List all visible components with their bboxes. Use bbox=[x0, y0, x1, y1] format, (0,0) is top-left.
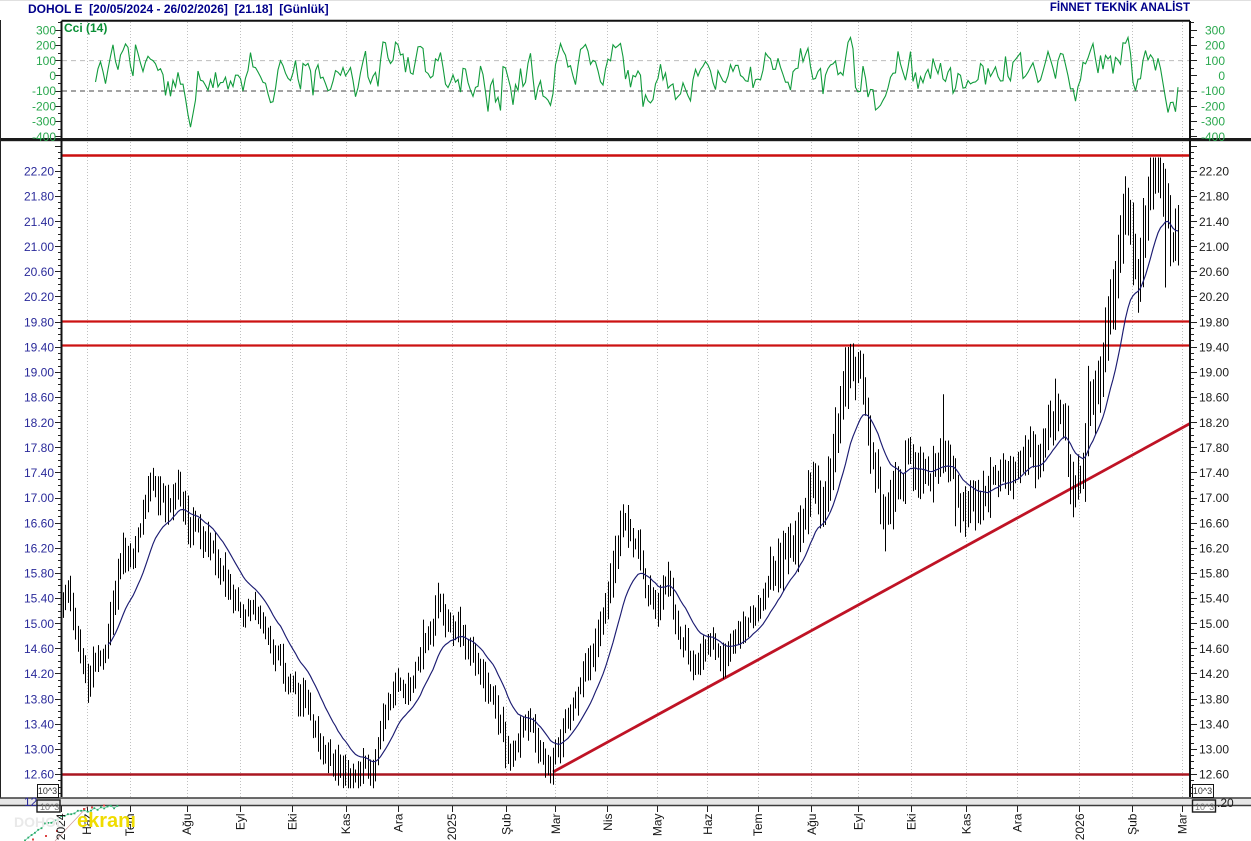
svg-text:12.60: 12.60 bbox=[24, 768, 54, 782]
svg-text:19.40: 19.40 bbox=[24, 340, 54, 354]
svg-text:Tem: Tem bbox=[751, 813, 765, 836]
svg-text:13.40: 13.40 bbox=[1199, 717, 1229, 731]
svg-text:200: 200 bbox=[36, 39, 56, 53]
svg-text:Eyl: Eyl bbox=[234, 814, 248, 831]
svg-text:Eyl: Eyl bbox=[852, 814, 866, 831]
svg-text:Ağu: Ağu bbox=[180, 814, 194, 835]
svg-text:-400: -400 bbox=[1201, 130, 1225, 144]
svg-text:15.40: 15.40 bbox=[1199, 592, 1229, 606]
svg-text:Ara: Ara bbox=[1010, 813, 1024, 832]
svg-text:17.00: 17.00 bbox=[1199, 491, 1229, 505]
svg-text:21.80: 21.80 bbox=[24, 190, 54, 204]
svg-text:21.40: 21.40 bbox=[1199, 215, 1229, 229]
svg-text:13.00: 13.00 bbox=[24, 743, 54, 757]
svg-text:-100: -100 bbox=[32, 84, 56, 98]
svg-text:13.00: 13.00 bbox=[1199, 743, 1229, 757]
svg-text:21.80: 21.80 bbox=[1199, 190, 1229, 204]
svg-text:Mar: Mar bbox=[1175, 814, 1189, 835]
svg-text:Tem: Tem bbox=[123, 813, 137, 836]
svg-text:19.80: 19.80 bbox=[1199, 315, 1229, 329]
svg-text:21.40: 21.40 bbox=[24, 215, 54, 229]
svg-text:Şub: Şub bbox=[500, 813, 514, 835]
svg-text:-400: -400 bbox=[32, 130, 56, 144]
svg-text:22.20: 22.20 bbox=[1199, 165, 1229, 179]
svg-text:10^3: 10^3 bbox=[1195, 802, 1214, 812]
svg-text:16.60: 16.60 bbox=[24, 516, 54, 530]
svg-text:15.40: 15.40 bbox=[24, 592, 54, 606]
svg-text:20.60: 20.60 bbox=[24, 265, 54, 279]
svg-text:Mar: Mar bbox=[549, 814, 563, 835]
svg-text:14.20: 14.20 bbox=[24, 667, 54, 681]
svg-text:17.80: 17.80 bbox=[1199, 441, 1229, 455]
svg-text:18.20: 18.20 bbox=[24, 416, 54, 430]
svg-text:10^3: 10^3 bbox=[40, 802, 59, 812]
svg-text:21.00: 21.00 bbox=[24, 240, 54, 254]
svg-text:-100: -100 bbox=[1201, 84, 1225, 98]
svg-text:-200: -200 bbox=[32, 99, 56, 113]
svg-text:Kas: Kas bbox=[339, 814, 353, 835]
svg-text:20.60: 20.60 bbox=[1199, 265, 1229, 279]
svg-text:14.60: 14.60 bbox=[1199, 642, 1229, 656]
svg-text:-200: -200 bbox=[1201, 99, 1225, 113]
svg-text:.20: .20 bbox=[1217, 796, 1234, 810]
svg-text:19.40: 19.40 bbox=[1199, 340, 1229, 354]
svg-text:13.80: 13.80 bbox=[24, 692, 54, 706]
svg-text:12.60: 12.60 bbox=[1199, 768, 1229, 782]
svg-text:20.20: 20.20 bbox=[24, 290, 54, 304]
svg-text:18.20: 18.20 bbox=[1199, 416, 1229, 430]
svg-text:Ara: Ara bbox=[392, 813, 406, 832]
svg-text:Şub: Şub bbox=[1125, 813, 1139, 835]
svg-text:16.60: 16.60 bbox=[1199, 516, 1229, 530]
svg-text:19.00: 19.00 bbox=[1199, 366, 1229, 380]
svg-text:2026: 2026 bbox=[1073, 813, 1087, 840]
svg-text:12: 12 bbox=[24, 795, 38, 809]
svg-text:-300: -300 bbox=[32, 115, 56, 129]
svg-text:15.00: 15.00 bbox=[1199, 617, 1229, 631]
svg-text:Haz: Haz bbox=[80, 814, 94, 835]
svg-text:100: 100 bbox=[36, 54, 56, 68]
svg-text:300: 300 bbox=[36, 23, 56, 37]
svg-text:-300: -300 bbox=[1201, 115, 1225, 129]
svg-text:2024: 2024 bbox=[54, 813, 68, 840]
svg-text:14.20: 14.20 bbox=[1199, 667, 1229, 681]
svg-text:Eki: Eki bbox=[285, 814, 299, 831]
svg-text:19.00: 19.00 bbox=[24, 366, 54, 380]
svg-text:21.00: 21.00 bbox=[1199, 240, 1229, 254]
svg-text:16.20: 16.20 bbox=[1199, 542, 1229, 556]
svg-text:15.80: 15.80 bbox=[24, 567, 54, 581]
svg-text:17.80: 17.80 bbox=[24, 441, 54, 455]
svg-text:0: 0 bbox=[1218, 69, 1225, 83]
svg-text:22.20: 22.20 bbox=[24, 165, 54, 179]
svg-text:200: 200 bbox=[1205, 39, 1225, 53]
svg-text:17.40: 17.40 bbox=[1199, 466, 1229, 480]
svg-text:Eki: Eki bbox=[905, 814, 919, 831]
svg-text:Haz: Haz bbox=[701, 814, 715, 835]
svg-text:13.40: 13.40 bbox=[24, 717, 54, 731]
svg-text:18.60: 18.60 bbox=[24, 391, 54, 405]
svg-text:17.00: 17.00 bbox=[24, 491, 54, 505]
svg-text:May: May bbox=[651, 814, 665, 837]
svg-text:Ağu: Ağu bbox=[805, 814, 819, 835]
svg-text:15.80: 15.80 bbox=[1199, 567, 1229, 581]
svg-text:15.00: 15.00 bbox=[24, 617, 54, 631]
svg-text:19.80: 19.80 bbox=[24, 315, 54, 329]
svg-text:Nis: Nis bbox=[601, 814, 615, 831]
svg-text:Kas: Kas bbox=[960, 814, 974, 835]
svg-text:300: 300 bbox=[1205, 23, 1225, 37]
svg-text:20.20: 20.20 bbox=[1199, 290, 1229, 304]
svg-text:17.40: 17.40 bbox=[24, 466, 54, 480]
svg-text:16.20: 16.20 bbox=[24, 542, 54, 556]
svg-text:100: 100 bbox=[1205, 54, 1225, 68]
svg-text:2025: 2025 bbox=[445, 813, 459, 840]
svg-text:14.60: 14.60 bbox=[24, 642, 54, 656]
svg-text:0: 0 bbox=[49, 69, 56, 83]
svg-text:18.60: 18.60 bbox=[1199, 391, 1229, 405]
svg-text:13.80: 13.80 bbox=[1199, 692, 1229, 706]
